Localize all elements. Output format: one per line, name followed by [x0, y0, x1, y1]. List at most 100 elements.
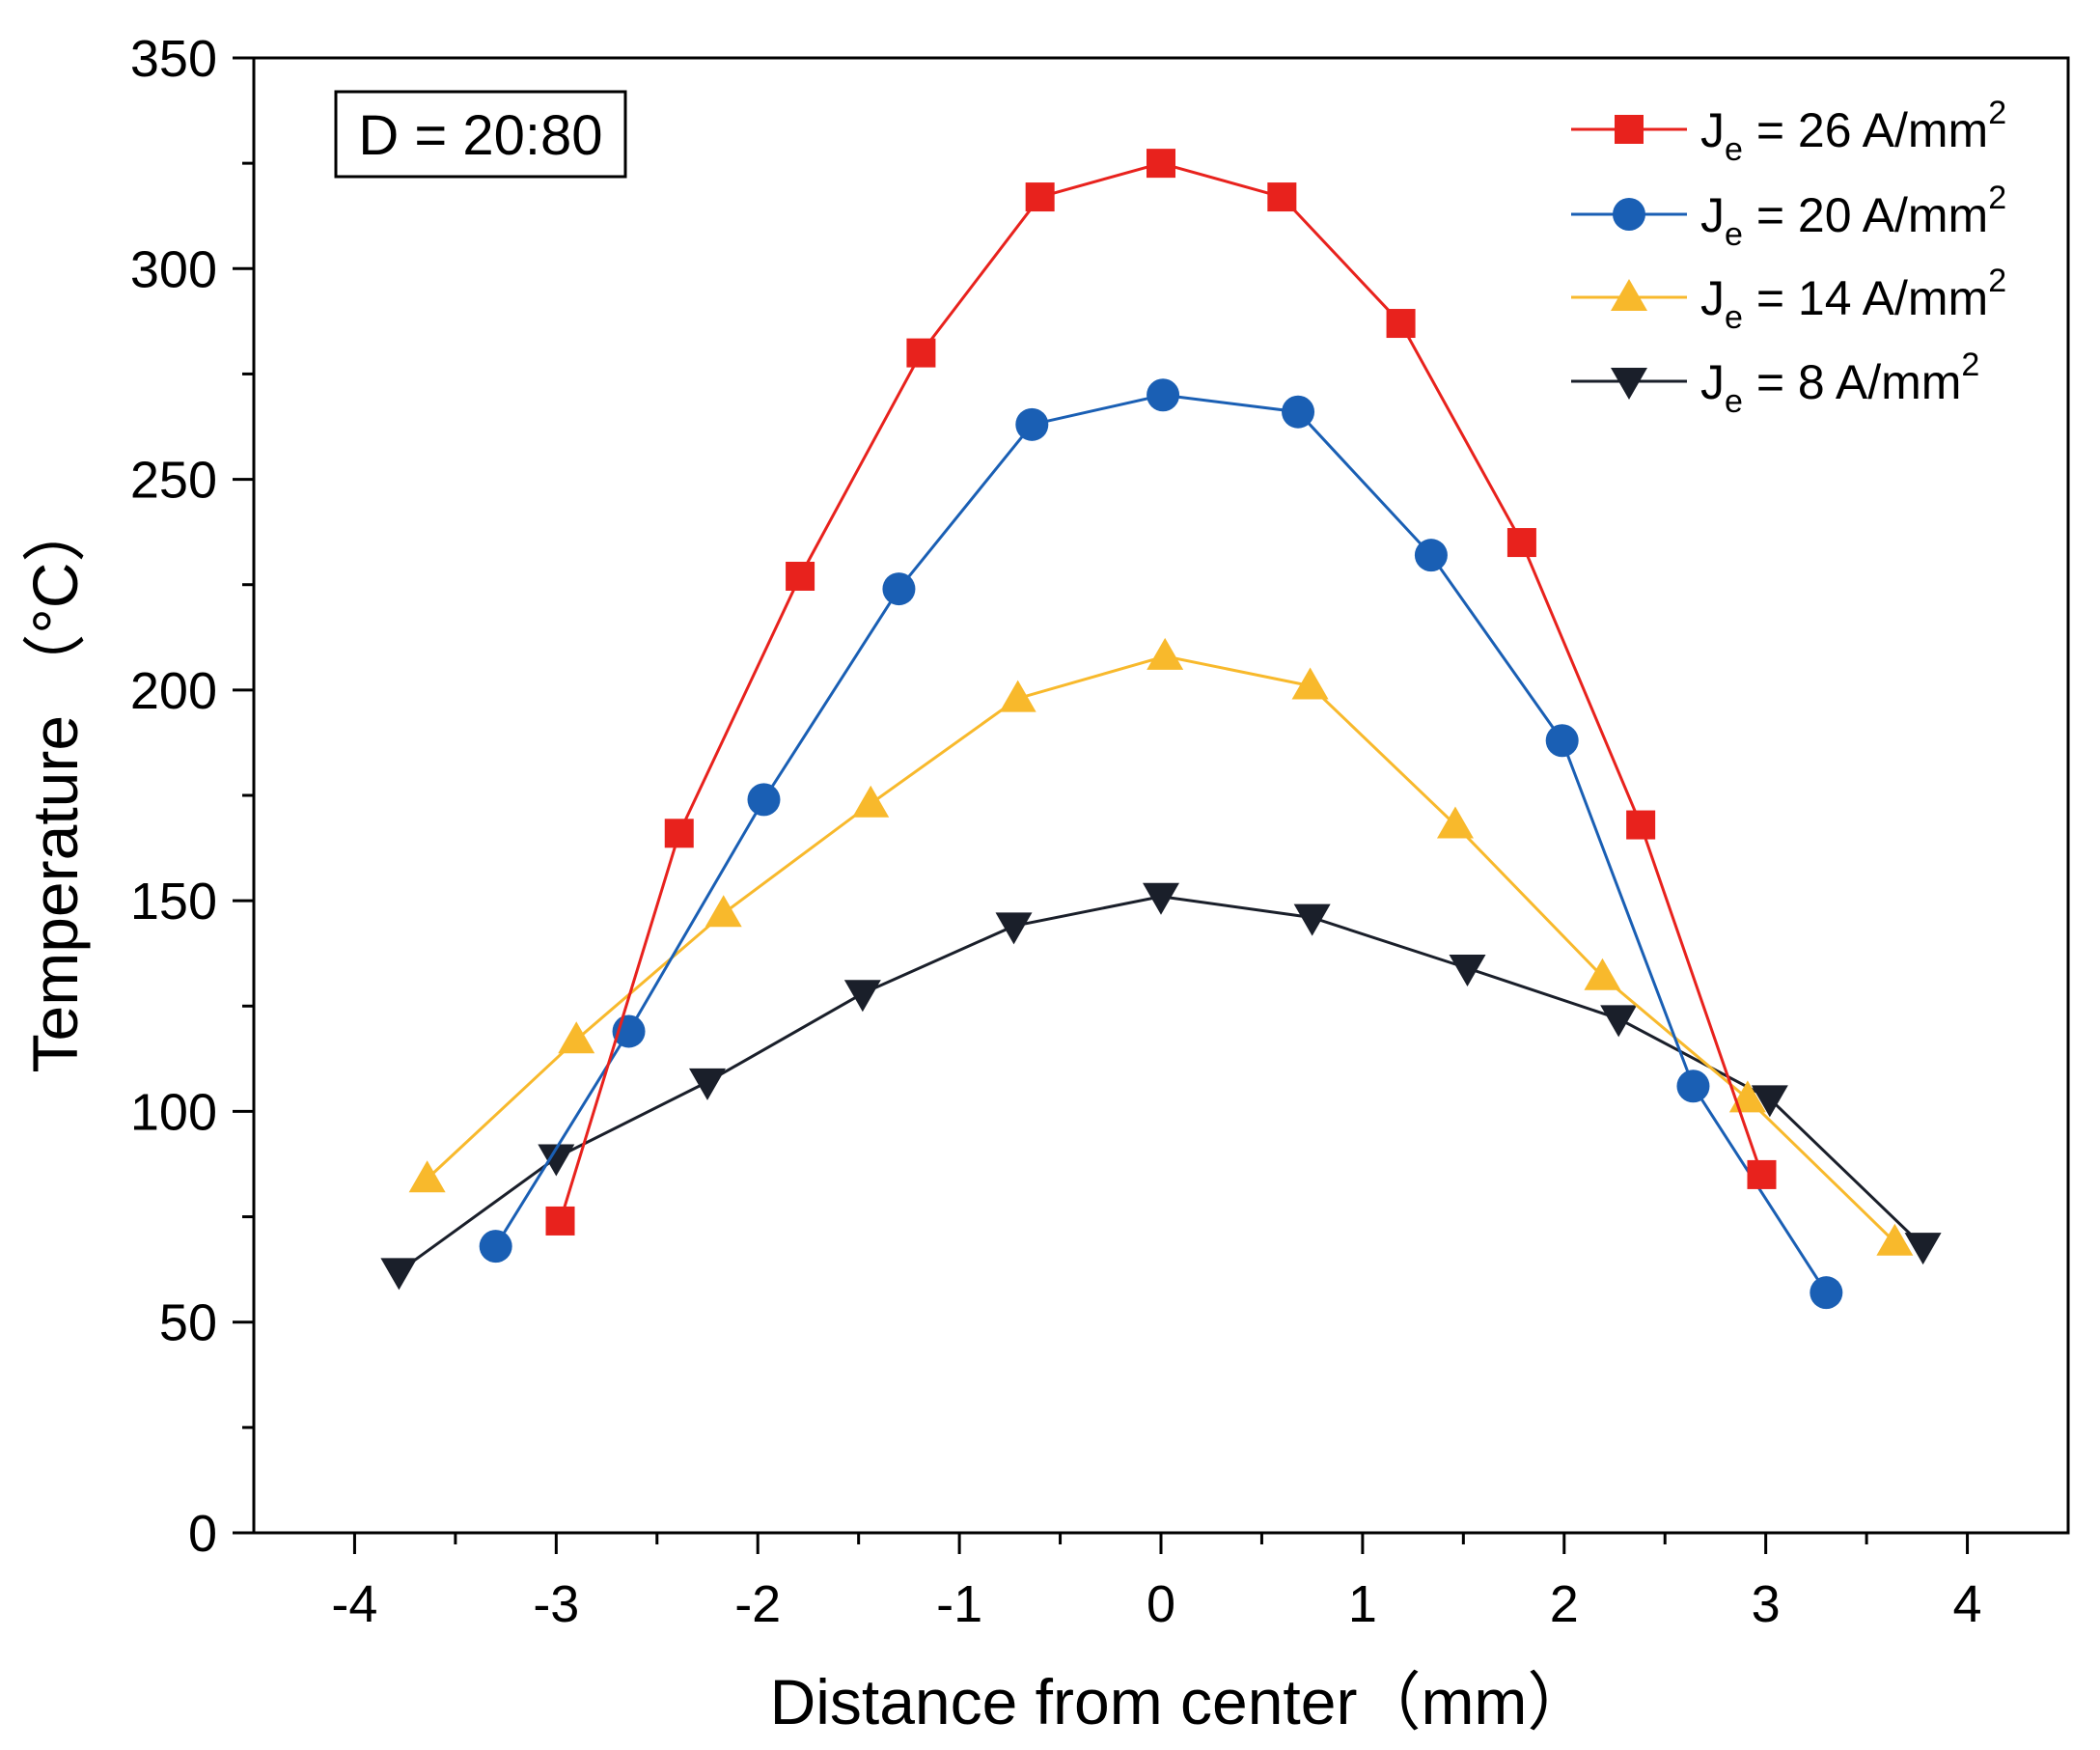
- data-point-2-10: [1876, 1223, 1914, 1256]
- legend-label-1: Je = 20 A/mm2: [1700, 180, 2006, 253]
- data-point-2-2: [705, 895, 742, 928]
- series-0: [545, 149, 1777, 1236]
- legend-rest: = 8 A/mm: [1743, 355, 1961, 409]
- y-tick-label: 200: [130, 662, 217, 720]
- legend-marker-2: [1611, 279, 1647, 311]
- x-tick-label: -1: [936, 1575, 982, 1633]
- data-point-1-8: [1545, 724, 1579, 758]
- data-point-0-3: [906, 338, 936, 368]
- y-tick-label: 100: [130, 1083, 217, 1141]
- data-point-0-4: [1025, 182, 1055, 212]
- legend-subscript: e: [1725, 383, 1743, 420]
- data-point-3-6: [1293, 903, 1331, 936]
- y-tick-label: 50: [159, 1294, 217, 1352]
- axes-layer: -4 -3 -2 -1 0 1 2 3 4 0 50 100 150 200 250 300 350 Distan…: [19, 30, 2070, 1737]
- legend-item-3: Je = 8 A/mm2: [1571, 347, 1979, 420]
- legend-label-2: Je = 14 A/mm2: [1700, 263, 2006, 336]
- legend-label-0: Je = 26 A/mm2: [1700, 95, 2006, 168]
- data-point-3-5: [1143, 882, 1179, 915]
- legend-marker-3: [1611, 368, 1647, 400]
- x-tick-label: -2: [734, 1575, 781, 1633]
- data-point-2-3: [852, 785, 890, 818]
- legend-j: J: [1700, 103, 1725, 157]
- legend-marker-0: [1615, 115, 1644, 144]
- data-point-0-10: [1747, 1159, 1777, 1189]
- data-point-1-4: [1015, 407, 1049, 441]
- data-point-0-8: [1506, 528, 1536, 558]
- data-point-1-3: [882, 572, 916, 606]
- data-point-3-4: [995, 912, 1033, 945]
- annotation-box: [334, 90, 627, 179]
- series-3: [380, 882, 1942, 1291]
- data-point-3-0: [380, 1258, 418, 1291]
- data-point-2-1: [558, 1021, 595, 1054]
- data-point-3-9: [1751, 1085, 1788, 1118]
- data-point-0-6: [1267, 182, 1297, 212]
- legend-item-0: Je = 26 A/mm2: [1571, 95, 2006, 168]
- legend-j: J: [1700, 188, 1725, 242]
- data-point-3-7: [1449, 954, 1486, 986]
- legend-superscript: 2: [1988, 95, 2006, 131]
- legend-superscript: 2: [1988, 263, 2006, 299]
- series-2: [408, 637, 1914, 1256]
- legend-j: J: [1700, 355, 1725, 409]
- data-point-1-9: [1676, 1069, 1710, 1103]
- legend-rest: = 20 A/mm: [1743, 188, 1988, 242]
- legend-item-2: Je = 14 A/mm2: [1571, 263, 2006, 336]
- data-point-0-2: [786, 561, 815, 591]
- data-point-1-6: [1282, 395, 1315, 429]
- legend-subscript: e: [1725, 131, 1743, 168]
- data-point-2-0: [408, 1160, 446, 1193]
- legend-item-1: Je = 20 A/mm2: [1571, 180, 2006, 253]
- series-layer: [380, 149, 1942, 1310]
- data-point-3-2: [689, 1068, 726, 1100]
- data-point-0-5: [1147, 149, 1175, 179]
- data-point-3-3: [843, 980, 881, 1013]
- data-point-2-8: [1584, 958, 1621, 990]
- legend-superscript: 2: [1988, 180, 2006, 216]
- x-tick-label: 1: [1348, 1575, 1377, 1633]
- legend-subscript: e: [1725, 216, 1743, 253]
- data-point-3-1: [538, 1144, 575, 1177]
- data-point-1-10: [1810, 1276, 1843, 1310]
- data-point-1-0: [479, 1230, 512, 1264]
- data-point-3-10: [1904, 1233, 1942, 1265]
- data-point-2-7: [1436, 806, 1474, 839]
- data-point-0-0: [545, 1206, 575, 1236]
- data-point-0-1: [664, 819, 694, 848]
- data-point-1-5: [1147, 378, 1180, 412]
- x-axis-title: Distance from center（mm）: [770, 1666, 1591, 1737]
- series-line-1: [494, 393, 1828, 1293]
- data-point-2-5: [1147, 637, 1184, 670]
- data-point-2-4: [999, 680, 1036, 712]
- data-point-0-9: [1626, 810, 1656, 840]
- series-1: [479, 378, 1843, 1310]
- annotation-text: D = 20:80: [358, 104, 602, 167]
- y-tick-label: 0: [188, 1505, 217, 1563]
- y-tick-label: 150: [130, 873, 217, 931]
- x-tick-label: 3: [1752, 1575, 1781, 1633]
- x-tick-label: 2: [1550, 1575, 1579, 1633]
- y-tick-label: 300: [130, 240, 217, 298]
- x-tick-label: -3: [533, 1575, 579, 1633]
- legend-superscript: 2: [1961, 347, 1979, 383]
- y-tick-label: 250: [130, 452, 217, 510]
- x-tick-label: 4: [1953, 1575, 1982, 1633]
- data-point-1-7: [1414, 539, 1448, 572]
- series-line-2: [426, 654, 1896, 1243]
- legend-j: J: [1700, 271, 1725, 325]
- legend-rest: = 14 A/mm: [1743, 271, 1988, 325]
- legend-marker-1: [1613, 198, 1645, 231]
- annotation-layer: D = 20:80: [334, 90, 627, 179]
- legend-subscript: e: [1725, 299, 1743, 336]
- data-point-3-8: [1600, 1005, 1638, 1038]
- data-point-2-6: [1291, 667, 1329, 700]
- y-axis-title: Temperature （°C）: [19, 499, 91, 1073]
- data-point-0-7: [1386, 309, 1416, 339]
- data-point-1-2: [747, 783, 781, 817]
- legend-label-3: Je = 8 A/mm2: [1700, 347, 1979, 420]
- y-tick-label: 350: [130, 30, 217, 88]
